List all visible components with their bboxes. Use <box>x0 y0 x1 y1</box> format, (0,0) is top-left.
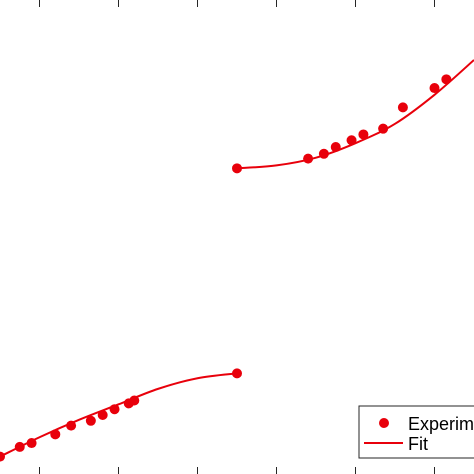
legend-label-experiment: Experim <box>408 414 474 434</box>
data-point-s0-3 <box>50 429 61 440</box>
legend: Experim Fit <box>358 405 474 459</box>
legend-box <box>358 405 474 459</box>
data-point-s0-7 <box>109 404 120 415</box>
data-point-s1-6 <box>378 123 389 134</box>
data-point-s0-6 <box>97 409 108 420</box>
fit-line-segment-1 <box>236 59 474 170</box>
fit-lines <box>0 59 474 458</box>
data-point-s1-4 <box>346 135 357 146</box>
data-point-s0-4 <box>66 420 77 431</box>
data-point-s0-5 <box>85 415 96 426</box>
data-point-s1-7 <box>397 102 408 113</box>
data-point-s0-2 <box>26 438 37 449</box>
legend-marker-experiment <box>379 418 389 428</box>
data-point-s1-3 <box>330 142 341 153</box>
fit-line-segment-0 <box>0 372 238 458</box>
data-point-s0-10 <box>232 368 242 379</box>
data-point-s1-0 <box>232 163 242 174</box>
data-point-s0-0 <box>0 451 5 462</box>
data-point-s1-9 <box>441 74 452 85</box>
data-point-s0-9 <box>129 395 140 406</box>
data-point-s0-1 <box>14 441 25 452</box>
axes <box>39 0 435 474</box>
data-point-s1-2 <box>318 148 329 159</box>
data-point-s1-1 <box>303 153 314 164</box>
data-point-s1-5 <box>358 129 369 140</box>
data-points <box>0 74 452 462</box>
legend-label-fit: Fit <box>408 434 428 454</box>
data-point-s1-8 <box>429 83 440 94</box>
